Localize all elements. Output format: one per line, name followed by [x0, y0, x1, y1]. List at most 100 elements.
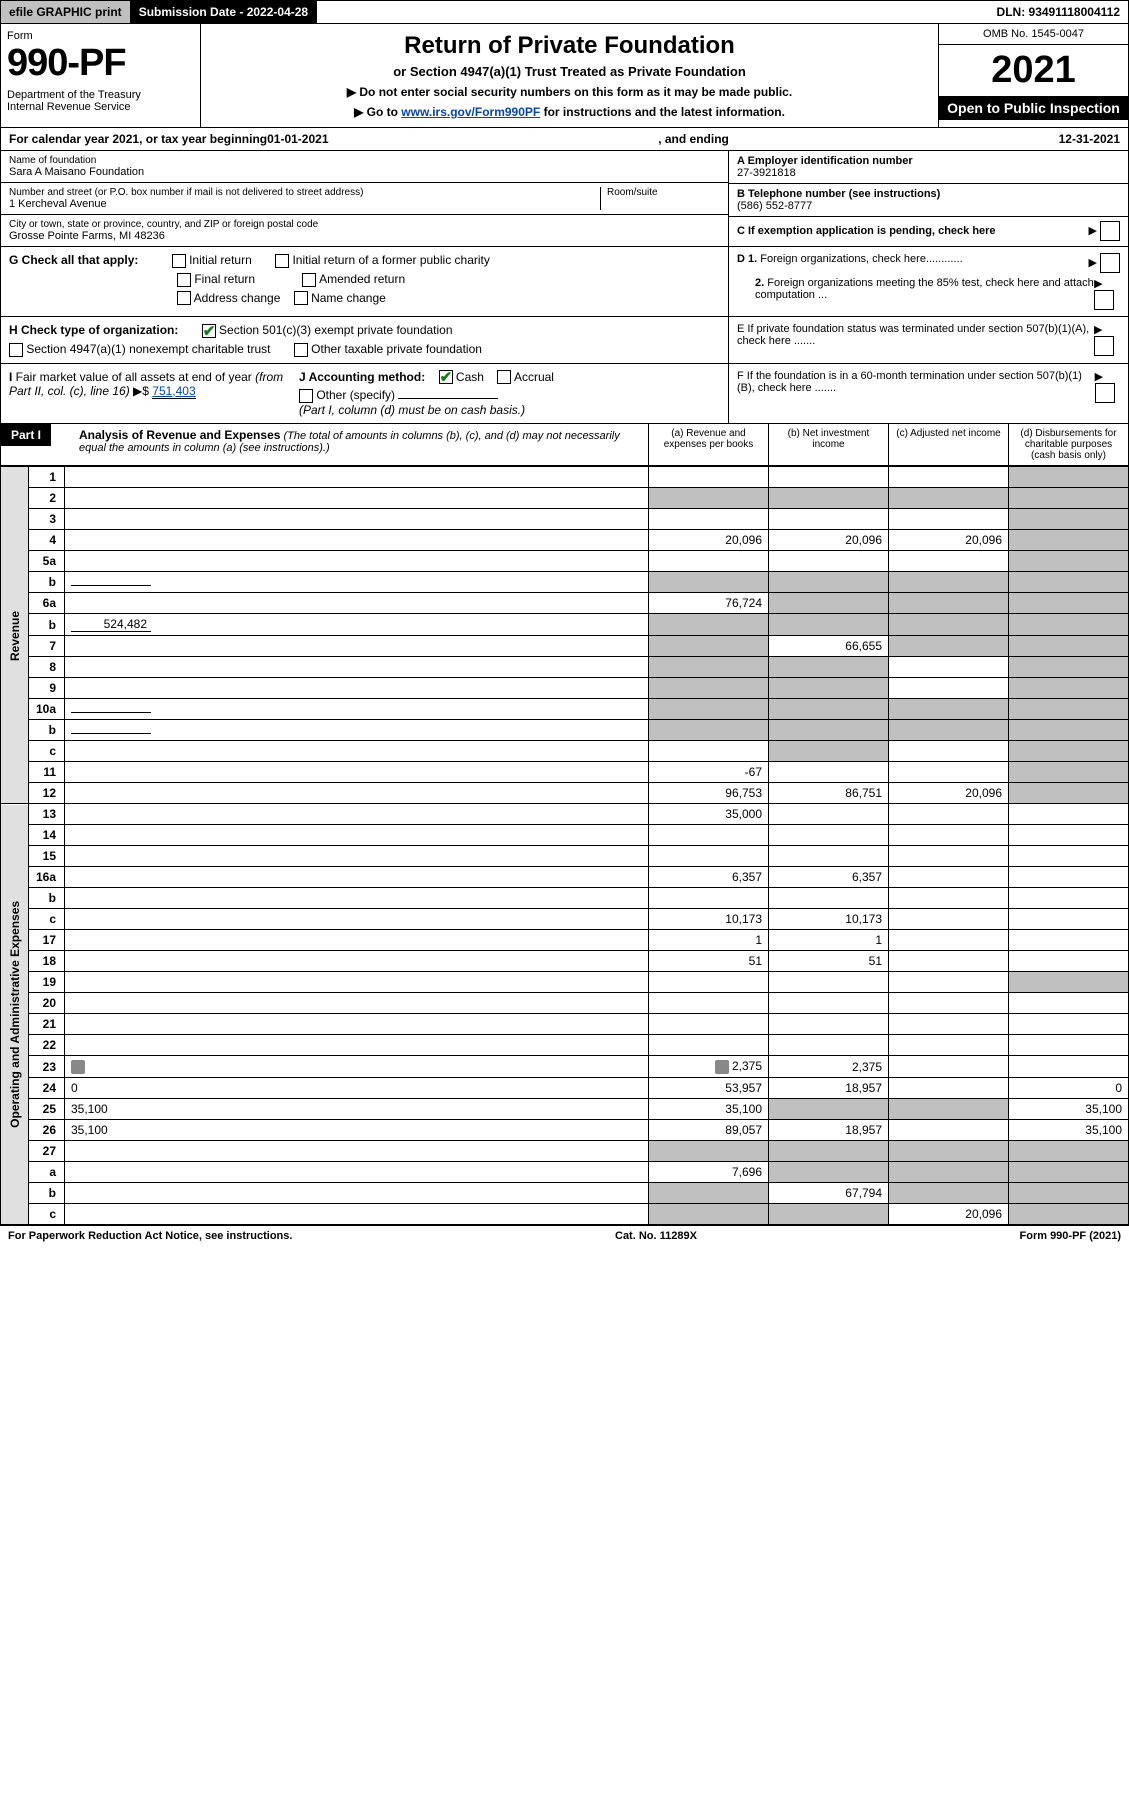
ein-label: A Employer identification number [737, 155, 1120, 167]
c-checkbox[interactable] [1100, 221, 1120, 241]
table-row: b67,794 [1, 1183, 1129, 1204]
table-row: 2 [1, 488, 1129, 509]
table-row: a7,696 [1, 1162, 1129, 1183]
table-row: 6a76,724 [1, 593, 1129, 614]
tax-year: 2021 [939, 45, 1128, 96]
table-row: 22 [1, 1035, 1129, 1056]
checks-g-d: G Check all that apply: Initial return I… [0, 247, 1129, 317]
foundation-name: Sara A Maisano Foundation [9, 166, 720, 178]
part-1-header: Part I Analysis of Revenue and Expenses … [0, 424, 1129, 466]
form-number: 990-PF [7, 42, 194, 85]
ein-value: 27-3921818 [737, 167, 1120, 179]
name-label: Name of foundation [9, 155, 720, 166]
footer-center: Cat. No. 11289X [615, 1230, 697, 1242]
phone-value: (586) 552-8777 [737, 200, 1120, 212]
calendar-year-row: For calendar year 2021, or tax year begi… [0, 128, 1129, 151]
checks-i-j-f: I Fair market value of all assets at end… [0, 364, 1129, 425]
g-address[interactable] [177, 291, 191, 305]
col-d-header: (d) Disbursements for charitable purpose… [1008, 424, 1128, 465]
table-row: 420,09620,09620,096 [1, 530, 1129, 551]
checks-h-e: H Check type of organization: Section 50… [0, 317, 1129, 364]
col-a-header: (a) Revenue and expenses per books [648, 424, 768, 465]
table-row: 16a6,3576,357 [1, 867, 1129, 888]
table-row: 3 [1, 509, 1129, 530]
form-number-box: Form 990-PF Department of the TreasuryIn… [1, 24, 201, 127]
col-b-header: (b) Net investment income [768, 424, 888, 465]
table-row: 2535,10035,10035,100 [1, 1099, 1129, 1120]
dept-label: Department of the TreasuryInternal Reven… [7, 89, 194, 113]
city-label: City or town, state or province, country… [9, 219, 720, 230]
room-label: Room/suite [607, 187, 720, 198]
addr-label: Number and street (or P.O. box number if… [9, 187, 600, 198]
foundation-address: 1 Kercheval Avenue [9, 198, 600, 210]
g-initial-return[interactable] [172, 254, 186, 268]
table-row: Operating and Administrative Expenses133… [1, 804, 1129, 825]
table-row: 14 [1, 825, 1129, 846]
table-row: 23 2,3752,375 [1, 1056, 1129, 1078]
g-initial-former[interactable] [275, 254, 289, 268]
table-row: 21 [1, 1014, 1129, 1035]
attach-icon[interactable] [71, 1060, 85, 1074]
omb-number: OMB No. 1545-0047 [939, 24, 1128, 45]
foundation-city: Grosse Pointe Farms, MI 48236 [9, 230, 720, 242]
part-1-label: Part I [1, 424, 51, 446]
form-subtitle: or Section 4947(a)(1) Trust Treated as P… [209, 64, 930, 79]
year-box: OMB No. 1545-0047 2021 Open to Public In… [938, 24, 1128, 127]
irs-link[interactable]: www.irs.gov/Form990PF [401, 105, 540, 119]
table-row: 24053,95718,9570 [1, 1078, 1129, 1099]
table-row: 27 [1, 1141, 1129, 1162]
open-public: Open to Public Inspection [939, 96, 1128, 120]
table-row: 185151 [1, 951, 1129, 972]
d1-checkbox[interactable] [1100, 253, 1120, 273]
g-label: G Check all that apply: Initial return I… [9, 253, 720, 268]
table-row: 1296,75386,75120,096 [1, 783, 1129, 804]
j-other[interactable] [299, 389, 313, 403]
year-end: 12-31-2021 [1059, 132, 1120, 146]
table-row: 5a [1, 551, 1129, 572]
table-row: b [1, 720, 1129, 741]
d2-checkbox[interactable] [1094, 290, 1114, 310]
h-501c3[interactable] [202, 324, 216, 338]
g-amended[interactable] [302, 273, 316, 287]
table-row: Revenue1 [1, 467, 1129, 488]
form-label: Form [7, 30, 194, 42]
foundation-info: Name of foundation Sara A Maisano Founda… [0, 151, 1129, 247]
footer-right: Form 990-PF (2021) [1020, 1230, 1122, 1242]
table-row: 2635,10089,05718,95735,100 [1, 1120, 1129, 1141]
page-footer: For Paperwork Reduction Act Notice, see … [0, 1225, 1129, 1246]
table-row: 15 [1, 846, 1129, 867]
h-other-taxable[interactable] [294, 343, 308, 357]
table-row: 10a [1, 699, 1129, 720]
table-row: 766,655 [1, 636, 1129, 657]
fmv-value[interactable]: 751,403 [152, 384, 195, 399]
year-begin: 01-01-2021 [267, 132, 328, 146]
e-checkbox[interactable] [1094, 336, 1114, 356]
col-c-header: (c) Adjusted net income [888, 424, 1008, 465]
table-row: 8 [1, 657, 1129, 678]
form-title: Return of Private Foundation [209, 32, 930, 60]
g-name[interactable] [294, 291, 308, 305]
j-accrual[interactable] [497, 370, 511, 384]
form-note-1: ▶ Do not enter social security numbers o… [209, 85, 930, 99]
phone-label: B Telephone number (see instructions) [737, 188, 1120, 200]
table-row: c [1, 741, 1129, 762]
table-row: b 524,482 [1, 614, 1129, 636]
attach-icon[interactable] [715, 1060, 729, 1074]
table-row: b [1, 572, 1129, 593]
form-title-box: Return of Private Foundation or Section … [201, 24, 938, 127]
submission-date: Submission Date - 2022-04-28 [131, 1, 317, 23]
h-4947[interactable] [9, 343, 23, 357]
f-checkbox[interactable] [1095, 383, 1115, 403]
g-final[interactable] [177, 273, 191, 287]
expenses-side-label: Operating and Administrative Expenses [1, 804, 29, 1225]
j-cash[interactable] [439, 370, 453, 384]
table-row: 1711 [1, 930, 1129, 951]
table-row: b [1, 888, 1129, 909]
efile-label: efile GRAPHIC print [1, 1, 131, 23]
table-row: 9 [1, 678, 1129, 699]
footer-left: For Paperwork Reduction Act Notice, see … [8, 1230, 292, 1242]
table-row: 11-67 [1, 762, 1129, 783]
table-row: c20,096 [1, 1204, 1129, 1225]
c-label: C If exemption application is pending, c… [737, 225, 996, 237]
part-1-table: Revenue123420,09620,09620,0965ab 6a76,72… [0, 466, 1129, 1225]
